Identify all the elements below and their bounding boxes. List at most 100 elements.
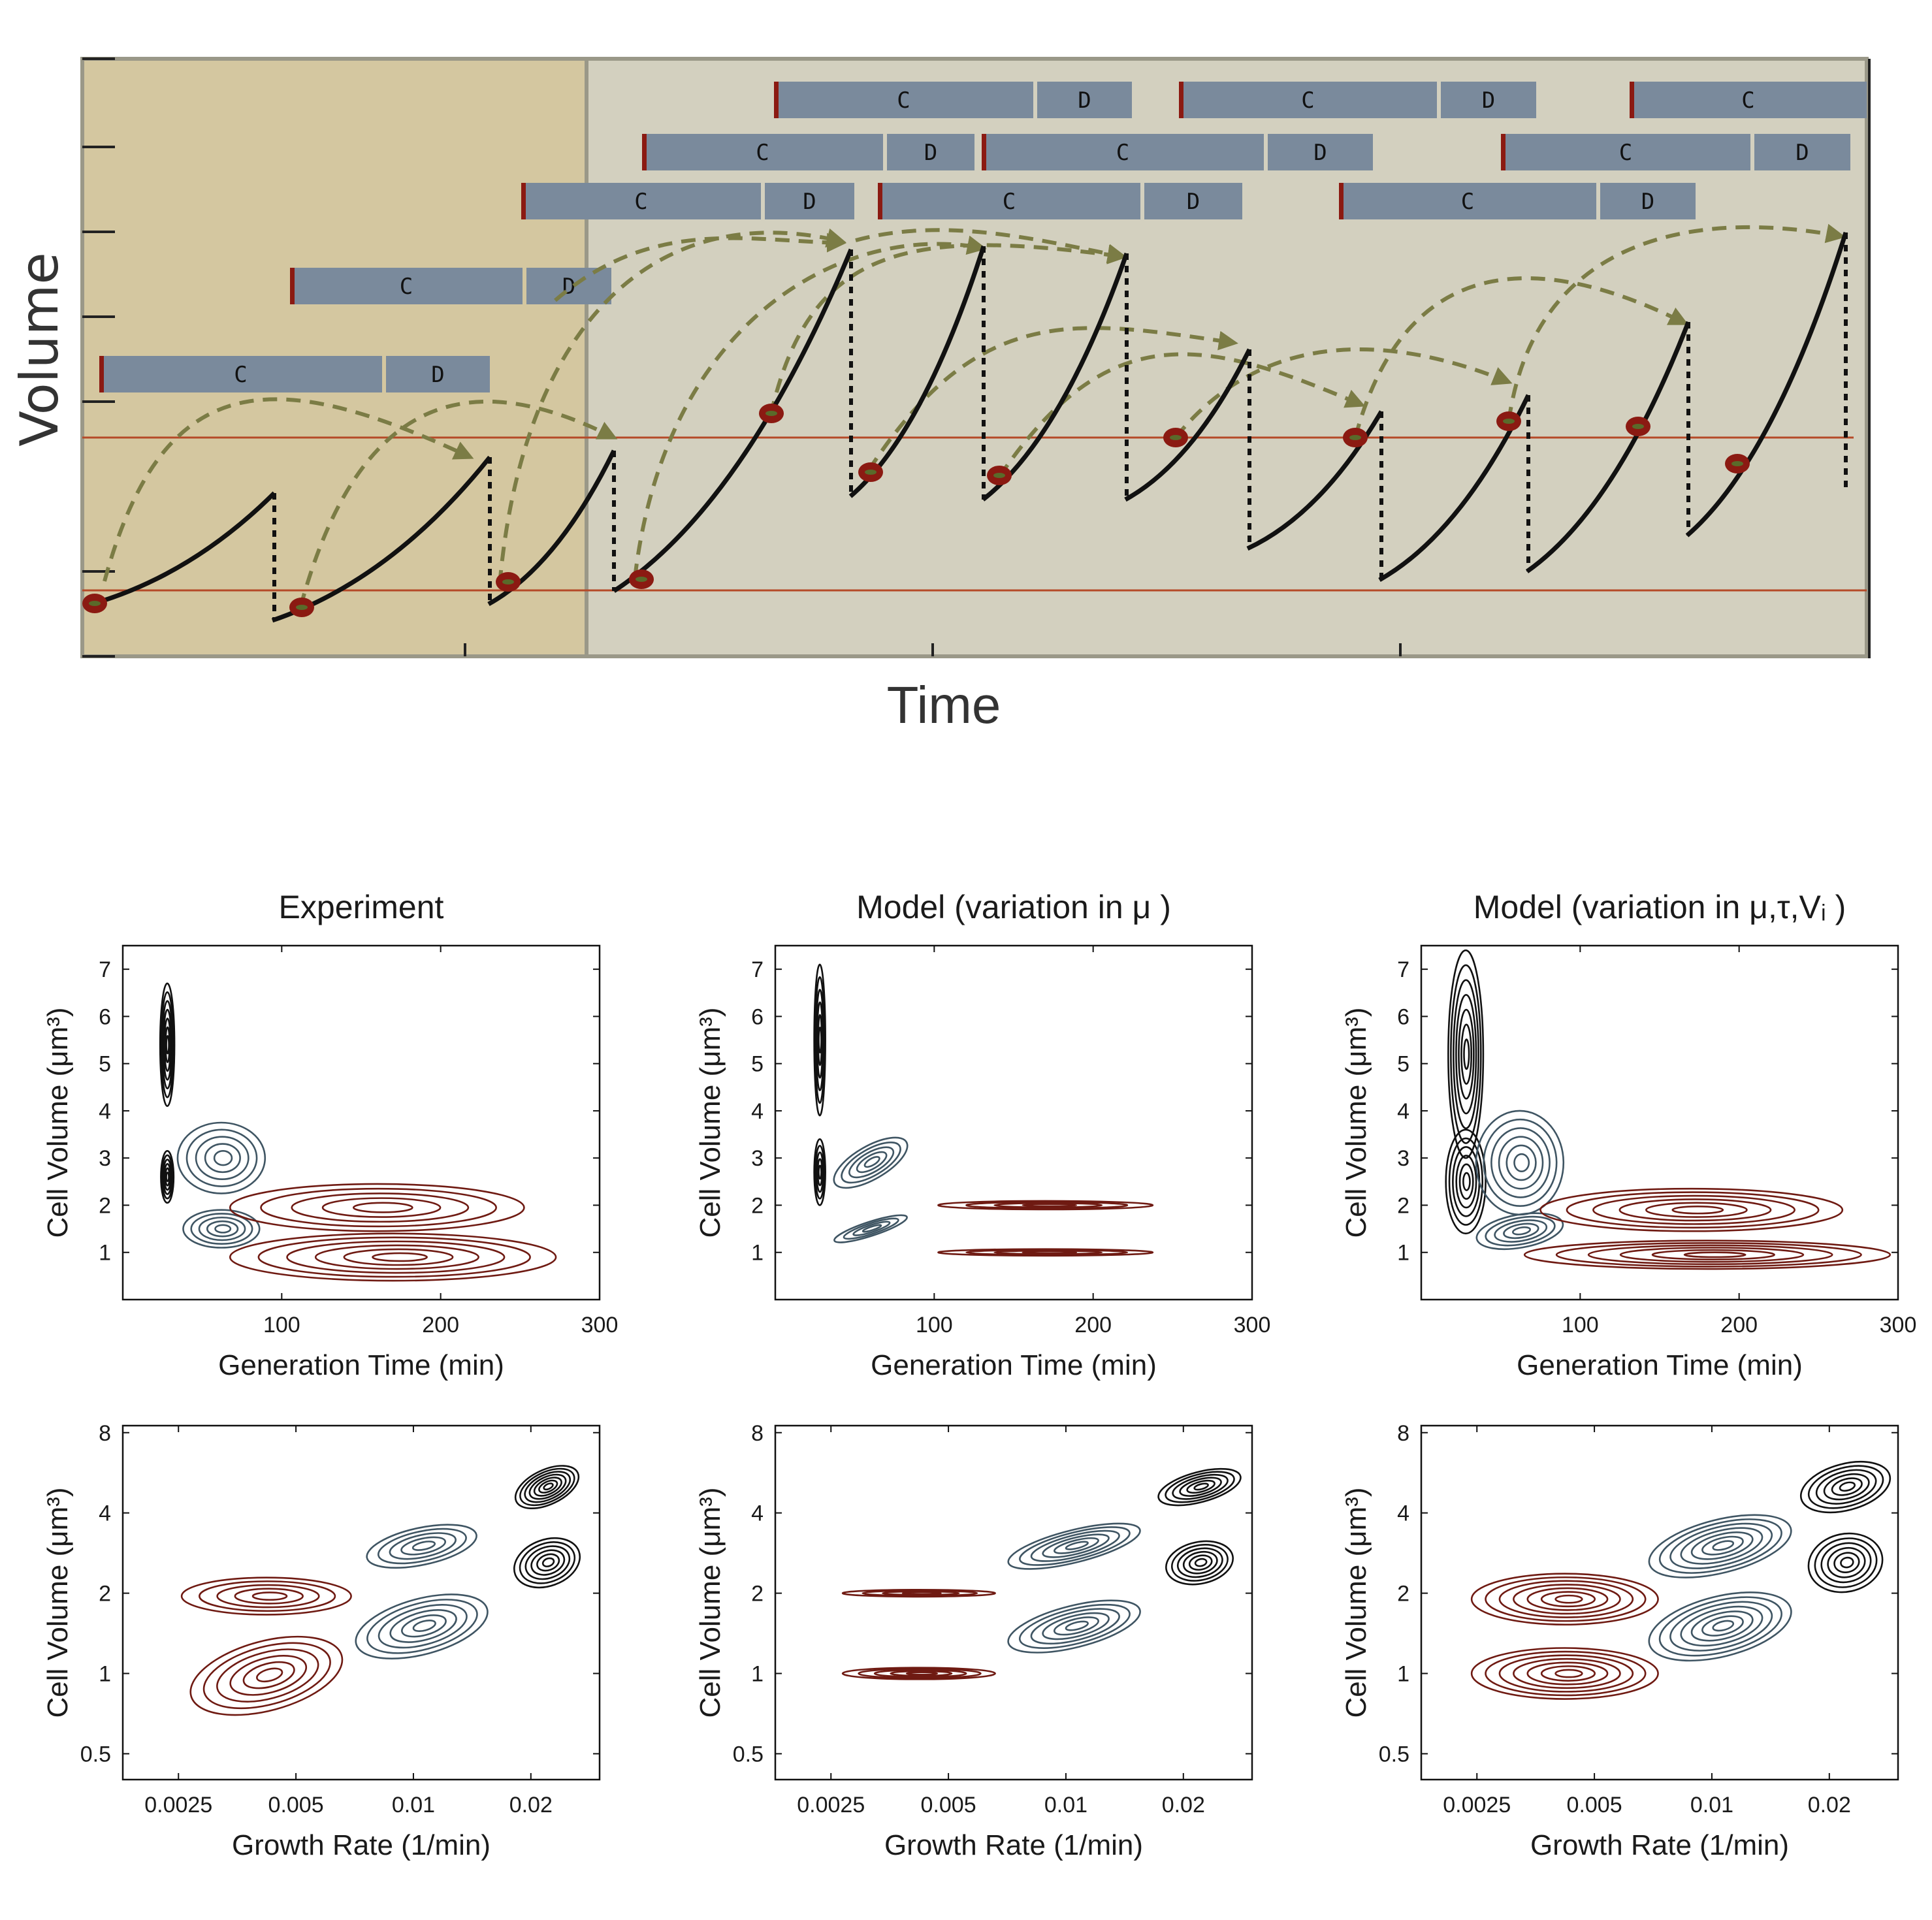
contour-panels: 100 200 300 1 2 3 4 5 6 7 Generation Time (min) Cel… xyxy=(42,889,1916,1861)
d-label: D xyxy=(431,362,444,388)
contour-level xyxy=(1712,1620,1735,1632)
x-tick-label: 0.01 xyxy=(1044,1793,1087,1817)
x-tick-label: 0.02 xyxy=(1808,1793,1851,1817)
contour-clusters xyxy=(1445,949,1892,1270)
contour-level xyxy=(1157,1467,1242,1507)
c-label: C xyxy=(634,189,647,215)
contour-level xyxy=(1513,1584,1621,1615)
contour-level xyxy=(530,1549,566,1576)
volume-curve xyxy=(1124,348,1252,502)
d-label: D xyxy=(1078,88,1091,114)
contour-level xyxy=(1448,1137,1484,1226)
contour-level xyxy=(378,1604,468,1649)
d-period-bar xyxy=(1037,82,1132,118)
y-tick-label: 2 xyxy=(1397,1193,1409,1218)
y-tick-label: 6 xyxy=(99,1004,111,1029)
d-period-bar xyxy=(1144,183,1242,219)
contour-level xyxy=(528,1473,567,1500)
contour-level xyxy=(1526,1661,1609,1686)
y-tick-label: 6 xyxy=(751,1004,764,1029)
contour-level xyxy=(163,1162,172,1191)
contour-level xyxy=(1523,1240,1892,1270)
contour-panel: 100 200 300 1 2 3 4 5 6 7 Generation Time (min) Cel… xyxy=(694,889,1270,1381)
contour-level xyxy=(1458,1008,1475,1100)
contour-level xyxy=(1671,1205,1724,1215)
contour-cluster-blue xyxy=(1007,1599,1141,1654)
contour-level xyxy=(159,982,176,1108)
c-label: C xyxy=(234,362,247,388)
contour-level xyxy=(1807,1465,1884,1509)
initiation-tick xyxy=(1501,134,1505,170)
contour-level xyxy=(1840,1556,1854,1569)
contour-level xyxy=(1526,1587,1609,1611)
contour-level xyxy=(1683,1251,1747,1258)
x-axis-label: Growth Rate (1/min) xyxy=(884,1829,1143,1861)
c-period-bar xyxy=(982,134,1264,170)
contour-level xyxy=(229,1655,308,1696)
x-tick-label: 300 xyxy=(1234,1313,1271,1337)
contour-level xyxy=(1065,1541,1089,1550)
panel-title: Experiment xyxy=(279,889,444,925)
contour-cluster-red xyxy=(229,1232,557,1282)
y-tick-label: 1 xyxy=(99,1241,111,1266)
contour-level xyxy=(1483,1118,1558,1207)
contour-level xyxy=(813,963,826,1117)
x-tick-label: 100 xyxy=(916,1313,953,1337)
x-tick-label: 300 xyxy=(581,1313,619,1337)
contour-level xyxy=(162,1008,172,1081)
contour-cluster-blue xyxy=(1648,1592,1792,1662)
y-tick-label: 1 xyxy=(751,1241,764,1266)
contour-level xyxy=(1651,1249,1775,1260)
d-period-bar xyxy=(1600,183,1696,219)
d-label: D xyxy=(1795,140,1809,166)
contour-level xyxy=(1030,1529,1120,1562)
initiation-arrow xyxy=(1507,223,1846,422)
d-period-bar xyxy=(887,134,974,170)
contour-level xyxy=(1648,1592,1792,1662)
contour-cluster-red xyxy=(1470,1647,1659,1700)
initiation-tick xyxy=(1179,82,1183,118)
contour-level xyxy=(1176,1547,1223,1578)
d-period-bar xyxy=(1754,134,1850,170)
contour-cluster-black xyxy=(1165,1540,1234,1586)
contour-level xyxy=(937,1200,1154,1211)
d-label: D xyxy=(1482,88,1495,114)
c-label: C xyxy=(1301,88,1314,114)
c-label: C xyxy=(400,274,413,300)
contour-level xyxy=(1445,1128,1487,1235)
x-axis-label: Generation Time (min) xyxy=(1517,1349,1803,1381)
contour-level xyxy=(401,1614,447,1638)
y-axis-label: Cell Volume (μm³) xyxy=(1340,1488,1372,1718)
contour-level xyxy=(1701,1615,1744,1637)
contour-level xyxy=(856,1151,888,1174)
initiation-tick xyxy=(774,82,779,118)
contour-level xyxy=(1463,1038,1470,1070)
d-period-bar xyxy=(386,356,490,392)
contour-level xyxy=(1193,1482,1209,1491)
contour-cluster-black xyxy=(160,1150,175,1204)
volume-curve xyxy=(613,248,854,593)
d-label: D xyxy=(1187,189,1200,215)
contour-level xyxy=(163,1017,172,1072)
initiation-tick xyxy=(642,134,647,170)
contour-level xyxy=(1455,1155,1477,1209)
contour-cluster-red xyxy=(937,1248,1154,1257)
c-period-bar xyxy=(878,183,1140,219)
contour-level xyxy=(216,1648,319,1703)
contour-level xyxy=(815,989,825,1091)
contour-level xyxy=(901,1591,942,1595)
schematic-frame xyxy=(80,57,1869,658)
contour-level xyxy=(1690,1531,1754,1560)
contour-level xyxy=(1820,1542,1872,1584)
contour-level xyxy=(1460,1023,1473,1085)
contour-level xyxy=(195,1136,250,1181)
contour-level xyxy=(1030,1608,1120,1645)
contour-level xyxy=(389,1609,457,1643)
x-axis-label: Generation Time (min) xyxy=(218,1349,504,1381)
plot-frame xyxy=(774,1424,1253,1781)
d-label: D xyxy=(803,189,816,215)
